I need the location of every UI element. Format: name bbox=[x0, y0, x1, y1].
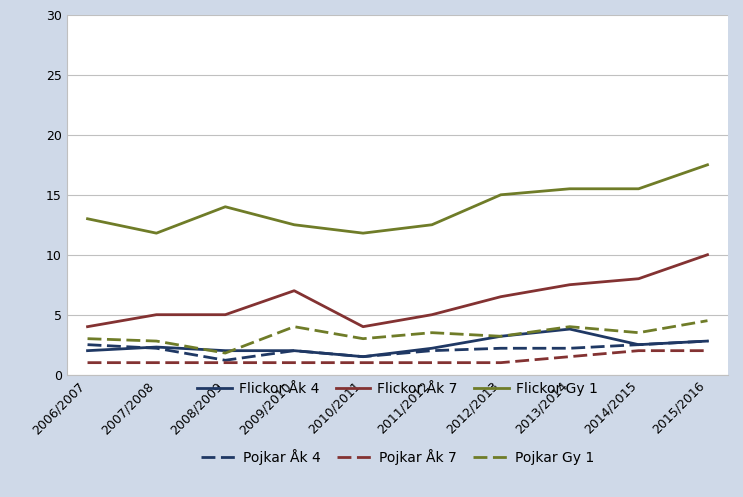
Legend: Pojkar Åk 4, Pojkar Åk 7, Pojkar Gy 1: Pojkar Åk 4, Pojkar Åk 7, Pojkar Gy 1 bbox=[195, 443, 600, 471]
